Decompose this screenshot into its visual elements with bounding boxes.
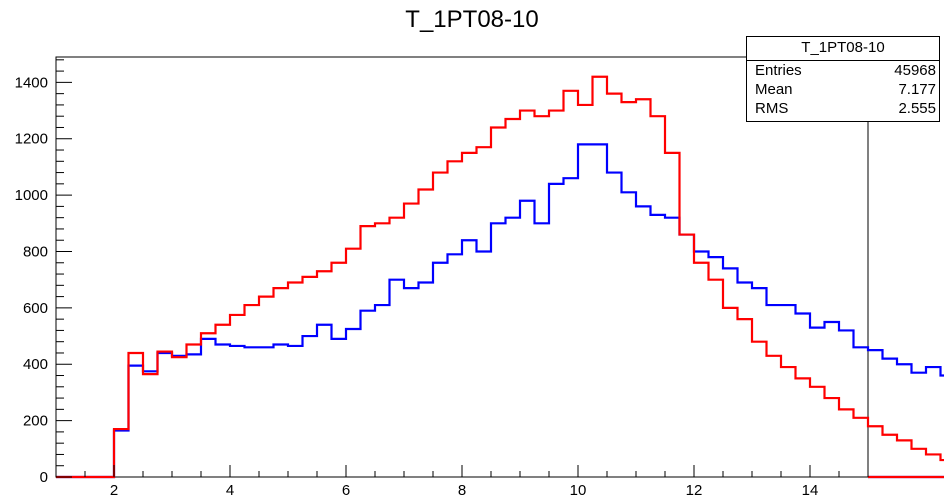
y-tick-label: 600 — [23, 300, 48, 317]
y-tick-label: 200 — [23, 413, 48, 430]
stats-box-title: T_1PT08-10 — [747, 37, 939, 61]
x-tick-label: 2 — [110, 482, 118, 497]
stats-box: T_1PT08-10 Entries 45968 Mean 7.177 RMS … — [746, 36, 940, 122]
y-tick-label: 1000 — [15, 187, 48, 204]
stats-label: Mean — [755, 81, 793, 98]
stats-label: Entries — [755, 62, 802, 79]
x-tick-label: 8 — [458, 482, 466, 497]
y-tick-label: 800 — [23, 243, 48, 260]
x-tick-label: 14 — [802, 482, 819, 497]
series-layer — [56, 75, 944, 479]
y-tick-label: 0 — [40, 469, 48, 486]
x-tick-label: 10 — [570, 482, 587, 497]
stats-value: 45968 — [894, 62, 936, 79]
y-tick-label: 400 — [23, 356, 48, 373]
stats-row-rms: RMS 2.555 — [747, 99, 939, 118]
x-tick-label: 6 — [342, 482, 350, 497]
stats-label: RMS — [755, 100, 789, 117]
x-tick-label: 12 — [686, 482, 703, 497]
chart-title: T_1PT08-10 — [405, 6, 539, 33]
y-tick-label: 1200 — [15, 131, 48, 148]
stats-value: 7.177 — [898, 81, 936, 98]
series-line-0 — [56, 143, 944, 479]
series-line-1 — [56, 75, 944, 479]
stats-row-entries: Entries 45968 — [747, 61, 939, 80]
y-tick-label: 1400 — [15, 74, 48, 91]
axis-layer: 2 4 6 8 10 12 14 0 200 400 600 800 1000 1200 1400 — [15, 59, 869, 497]
x-tick-label: 4 — [226, 482, 234, 497]
stats-row-mean: Mean 7.177 — [747, 80, 939, 99]
stats-value: 2.555 — [898, 100, 936, 117]
